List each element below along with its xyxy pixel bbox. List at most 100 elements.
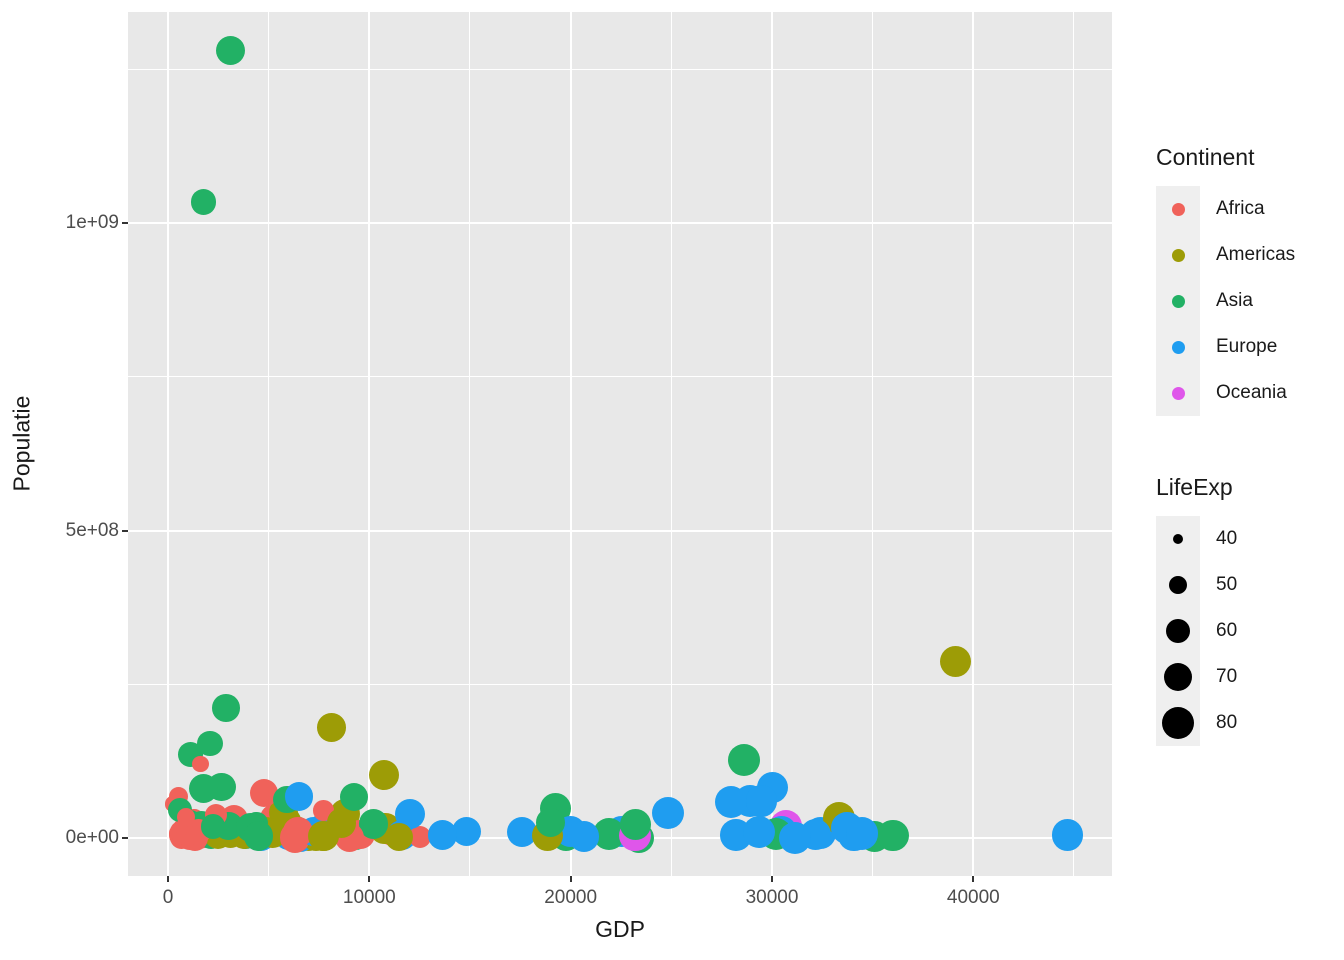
gridline-x-minor [469,12,471,876]
size-dot-icon [1172,533,1184,545]
data-point [200,814,225,839]
size-dot-icon [1166,619,1190,643]
continent-legend-label: Africa [1216,198,1265,219]
data-point [715,786,748,819]
y-axis-tick [122,222,128,224]
lifeexp-legend-key [1156,608,1200,654]
data-point [568,821,600,853]
gridline-y-minor [128,683,1112,685]
continent-legend-key [1156,324,1200,370]
africa-color-dot-icon [1171,202,1185,216]
data-point [176,825,187,837]
data-point [184,826,195,837]
continent-legend-key [1156,186,1200,232]
data-point [742,816,775,849]
x-axis-tick [368,876,371,882]
y-axis-tick-label: 5e+08 [65,519,119,541]
lifeexp-legend-key [1156,516,1200,562]
gridline-y-minor [128,376,1112,378]
continent-legend-label: Europe [1216,336,1278,357]
gridline-x-minor [670,12,672,876]
lifeexp-legend-key [1156,654,1200,700]
data-point [846,817,879,850]
continent-legend-key [1156,232,1200,278]
data-point [877,819,910,852]
gridline-x-minor [268,12,270,876]
data-point [427,819,458,850]
data-point [727,743,761,777]
y-axis-title: Populatie [8,395,35,492]
x-axis-title: GDP [595,916,645,942]
lifeexp-legend-label: 60 [1216,620,1238,641]
europe-color-dot-icon [1171,340,1185,354]
y-axis-tick [122,837,128,839]
continent-legend-key [1156,370,1200,416]
x-axis-tick [770,876,773,882]
lifeexp-legend-title: LifeExp [1156,474,1233,500]
y-axis-tick [122,529,128,532]
gridline-x-minor [1073,12,1075,876]
americas-color-dot-icon [1171,248,1185,262]
data-point [216,36,246,66]
continent-legend-key [1156,278,1200,324]
data-point [652,797,684,830]
data-point [190,189,216,215]
y-axis-tick-label: 0e+00 [65,827,119,848]
x-axis-tick [972,876,975,882]
data-point [284,782,314,811]
data-point [244,821,274,851]
continent-legend-label: Asia [1216,290,1253,311]
continent-legend-title: Continent [1156,144,1255,170]
data-point [212,694,240,723]
data-point [340,782,369,811]
size-dot-icon [1162,707,1194,739]
plot-panel [128,12,1112,876]
data-point [249,778,278,807]
data-point [408,826,432,849]
data-point [384,823,413,852]
gridline-x-major [569,12,572,876]
data-point [620,808,652,840]
x-axis-tick-label: 30000 [745,887,799,908]
data-point [536,808,566,838]
data-point [939,645,971,677]
lifeexp-legend-label: 40 [1216,528,1238,549]
lifeexp-legend-label: 80 [1216,712,1238,733]
data-point [317,713,347,742]
data-point [745,785,778,817]
gridline-x-major [368,12,371,876]
x-axis-tick-label: 0 [162,887,174,908]
x-axis-tick-label: 40000 [946,887,1000,908]
lifeexp-legend-label: 50 [1216,574,1238,595]
size-dot-icon [1163,662,1193,692]
lifeexp-legend-key [1156,562,1200,608]
gridline-y-major [128,529,1112,532]
y-axis-tick-label: 1e+09 [65,212,119,233]
gridline-y-major [128,222,1112,224]
data-point [326,808,356,838]
data-point [369,759,400,791]
x-axis-tick [167,876,169,882]
gridline-x-major [770,12,773,876]
x-axis-tick [569,876,572,882]
x-axis-tick-label: 10000 [342,887,396,908]
gridline-x-major [167,12,169,876]
data-point [452,817,482,847]
data-point [779,821,812,854]
data-point [283,817,313,847]
continent-legend-label: Americas [1216,244,1296,265]
size-dot-icon [1168,575,1188,595]
lifeexp-legend-key [1156,700,1200,746]
data-point [197,730,223,757]
lifeexp-legend-label: 70 [1216,666,1238,687]
oceania-color-dot-icon [1171,386,1185,400]
data-point [188,773,219,803]
gridline-x-minor [872,12,874,876]
gridline-y-minor [128,68,1112,70]
x-axis-tick-label: 20000 [544,887,598,908]
data-point [192,756,209,773]
asia-color-dot-icon [1171,294,1185,308]
gridline-x-major [972,12,975,876]
data-point [1051,819,1084,852]
